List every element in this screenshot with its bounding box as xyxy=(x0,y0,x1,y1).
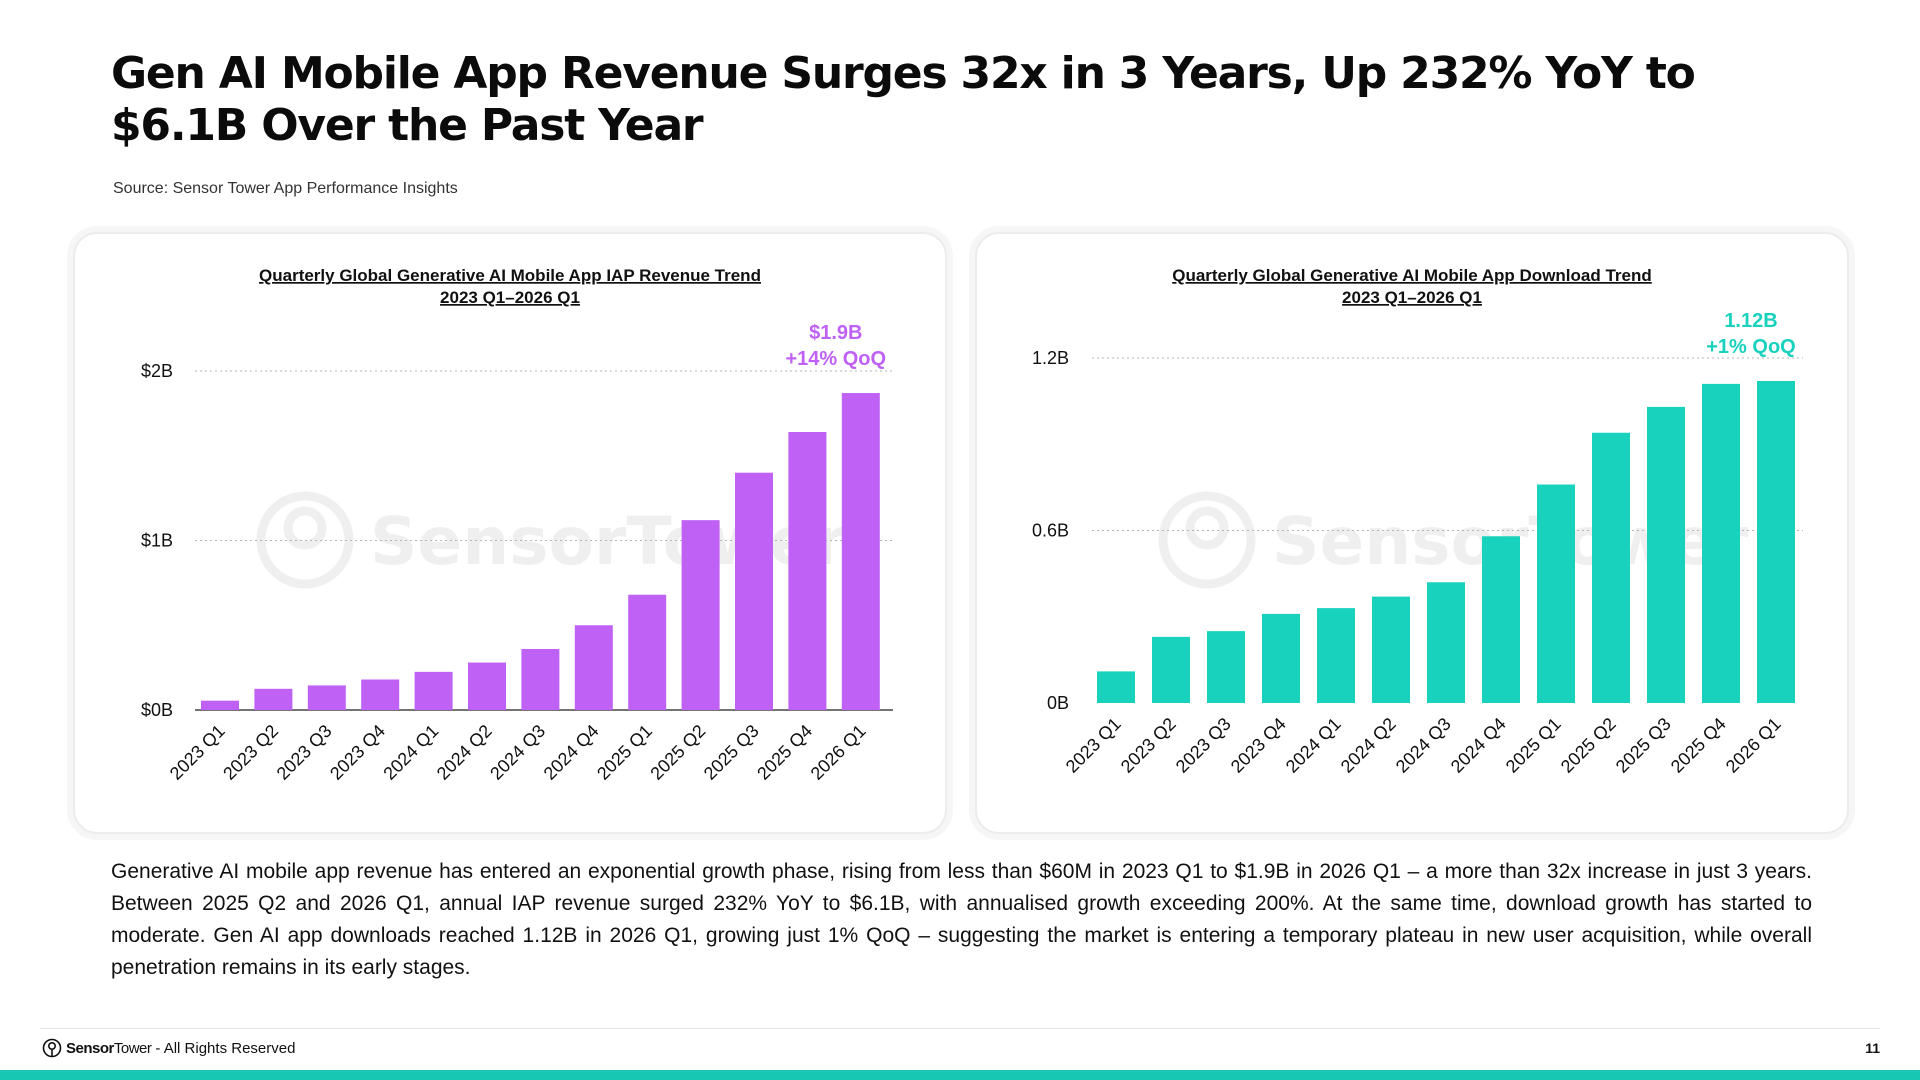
x-tick-label: 2025 Q1 xyxy=(593,721,656,784)
source-note: Source: Sensor Tower App Performance Ins… xyxy=(113,180,458,197)
x-tick-label: 2023 Q1 xyxy=(1062,714,1125,777)
revenue-chart-card: SensorTower Quarterly Global Generative A… xyxy=(73,232,947,834)
y-tick-label: 1.2B xyxy=(1032,348,1069,368)
x-tick-label: 2024 Q1 xyxy=(379,721,442,784)
bar xyxy=(1317,608,1355,703)
x-tick-label: 2023 Q3 xyxy=(1172,714,1235,777)
footer-logo: SensorTower - All Rights Reserved xyxy=(42,1038,295,1058)
y-tick-label: 0.6B xyxy=(1032,521,1069,541)
bar xyxy=(1482,536,1520,703)
bar xyxy=(1427,582,1465,703)
y-tick-label: $1B xyxy=(141,531,173,551)
x-tick-label: 2024 Q4 xyxy=(1447,714,1510,777)
revenue-chart: SensorTower Quarterly Global Generative A… xyxy=(141,266,893,784)
chart-title: Quarterly Global Generative AI Mobile Ap… xyxy=(1172,266,1652,285)
y-tick-label: $0B xyxy=(141,700,173,720)
x-tick-label: 2025 Q3 xyxy=(1612,714,1675,777)
bar xyxy=(628,594,667,710)
bar xyxy=(574,625,613,710)
watermark-logo-inner xyxy=(283,506,327,550)
x-tick-label: 2024 Q3 xyxy=(1392,714,1455,777)
x-tick-label: 2025 Q4 xyxy=(753,721,816,784)
annotation-change: +14% QoQ xyxy=(785,348,886,370)
x-tick-label: 2025 Q2 xyxy=(646,721,709,784)
y-tick-label: $2B xyxy=(141,361,173,381)
x-tick-label: 2024 Q2 xyxy=(433,721,496,784)
x-tick-label: 2023 Q4 xyxy=(326,721,389,784)
y-tick-label: 0B xyxy=(1047,693,1069,713)
bar xyxy=(1372,596,1410,703)
bar xyxy=(681,520,720,710)
bar xyxy=(1262,613,1300,703)
x-tick-label: 2026 Q1 xyxy=(807,721,870,784)
x-tick-label: 2024 Q2 xyxy=(1337,714,1400,777)
bar xyxy=(201,700,239,710)
bar xyxy=(468,662,506,710)
bar xyxy=(414,671,453,710)
bar xyxy=(1592,432,1630,703)
x-tick-label: 2023 Q4 xyxy=(1227,714,1290,777)
x-tick-label: 2025 Q3 xyxy=(700,721,763,784)
bar xyxy=(735,472,773,710)
bar xyxy=(788,432,827,710)
watermark-logo-icon xyxy=(1158,491,1256,589)
bar xyxy=(1757,381,1795,703)
footer-accent-bar xyxy=(0,1070,1920,1080)
x-tick-label: 2025 Q1 xyxy=(1502,714,1565,777)
footer-divider xyxy=(40,1028,1880,1029)
x-tick-label: 2023 Q3 xyxy=(273,721,336,784)
watermark-logo-inner xyxy=(1185,506,1229,550)
page-number: 11 xyxy=(1865,1040,1880,1056)
bar xyxy=(1097,671,1135,703)
bar xyxy=(1152,636,1190,703)
annotation-value: 1.12B xyxy=(1724,310,1777,332)
x-tick-label: 2024 Q1 xyxy=(1282,714,1345,777)
x-tick-label: 2024 Q4 xyxy=(540,721,603,784)
chart-subtitle: 2023 Q1–2026 Q1 xyxy=(440,288,580,307)
annotation-change: +1% QoQ xyxy=(1706,336,1795,358)
bar xyxy=(254,688,293,710)
bar xyxy=(1537,484,1575,703)
x-tick-label: 2025 Q4 xyxy=(1667,714,1730,777)
x-tick-label: 2023 Q2 xyxy=(1117,714,1180,777)
x-tick-label: 2023 Q2 xyxy=(219,721,282,784)
watermark-text: SensorTower xyxy=(370,503,847,580)
bar xyxy=(1647,406,1685,703)
footer-rights: - All Rights Reserved xyxy=(155,1039,296,1057)
sensor-tower-logo-icon xyxy=(42,1038,62,1058)
summary-paragraph: Generative AI mobile app revenue has ent… xyxy=(111,860,1812,979)
x-tick-label: 2024 Q3 xyxy=(486,721,549,784)
bar xyxy=(1702,383,1740,703)
chart-title: Quarterly Global Generative AI Mobile Ap… xyxy=(259,266,761,285)
annotation-value: $1.9B xyxy=(809,322,862,344)
footer-brand: SensorTower xyxy=(66,1039,152,1057)
bar xyxy=(1207,631,1245,703)
page-title: Gen AI Mobile App Revenue Surges 32x in … xyxy=(111,48,1696,151)
x-tick-label: 2025 Q2 xyxy=(1557,714,1620,777)
bar xyxy=(307,685,346,710)
chart-subtitle: 2023 Q1–2026 Q1 xyxy=(1342,288,1482,307)
x-tick-label: 2026 Q1 xyxy=(1722,714,1785,777)
x-tick-label: 2023 Q1 xyxy=(166,721,229,784)
bar xyxy=(361,679,400,710)
bar xyxy=(521,648,560,710)
bar xyxy=(841,393,880,710)
